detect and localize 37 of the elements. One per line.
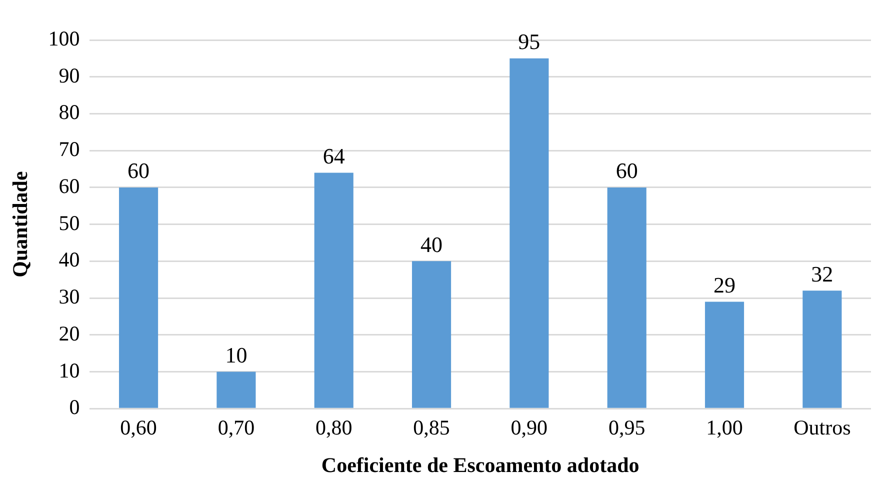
y-tick-label: 60 — [58, 174, 80, 198]
data-label: 10 — [225, 342, 248, 368]
data-label: 60 — [128, 158, 150, 184]
data-label: 40 — [420, 232, 443, 257]
x-axis-title: Coeficiente de Escoamento adotado — [321, 452, 640, 477]
y-tick-label: 90 — [58, 63, 80, 88]
data-label: 32 — [811, 261, 834, 286]
bar — [314, 172, 354, 408]
y-tick-label: 20 — [58, 321, 80, 346]
x-tick-label: 0,80 — [315, 416, 352, 440]
bar — [412, 261, 452, 408]
bar — [510, 58, 549, 408]
x-tick-label: 1,00 — [706, 416, 743, 440]
y-tick-label: 10 — [58, 358, 80, 382]
bar — [802, 290, 842, 408]
x-tick-label: 0,95 — [608, 416, 646, 440]
data-label: 64 — [322, 143, 345, 168]
x-tick-label: 0,60 — [120, 416, 157, 440]
y-tick-label: 80 — [58, 100, 80, 124]
y-tick-label: 0 — [69, 395, 80, 420]
data-label: 60 — [616, 158, 638, 184]
y-tick-label: 50 — [58, 210, 80, 235]
data-label: 29 — [714, 272, 736, 298]
y-axis-title: Quantidade — [8, 171, 32, 278]
bar — [607, 187, 646, 408]
x-tick-label: 0,85 — [413, 416, 450, 440]
y-tick-label: 70 — [58, 137, 80, 162]
bar — [704, 302, 744, 408]
data-label: 95 — [518, 29, 540, 54]
x-tick-label: 0,90 — [510, 416, 548, 440]
x-tick-label: 0,70 — [218, 416, 255, 440]
y-tick-label: 100 — [48, 26, 80, 51]
x-tick-label: Outros — [794, 416, 851, 440]
y-tick-label: 30 — [58, 284, 80, 309]
bar — [216, 372, 256, 408]
bar — [119, 187, 158, 408]
y-tick-label: 40 — [58, 248, 80, 272]
